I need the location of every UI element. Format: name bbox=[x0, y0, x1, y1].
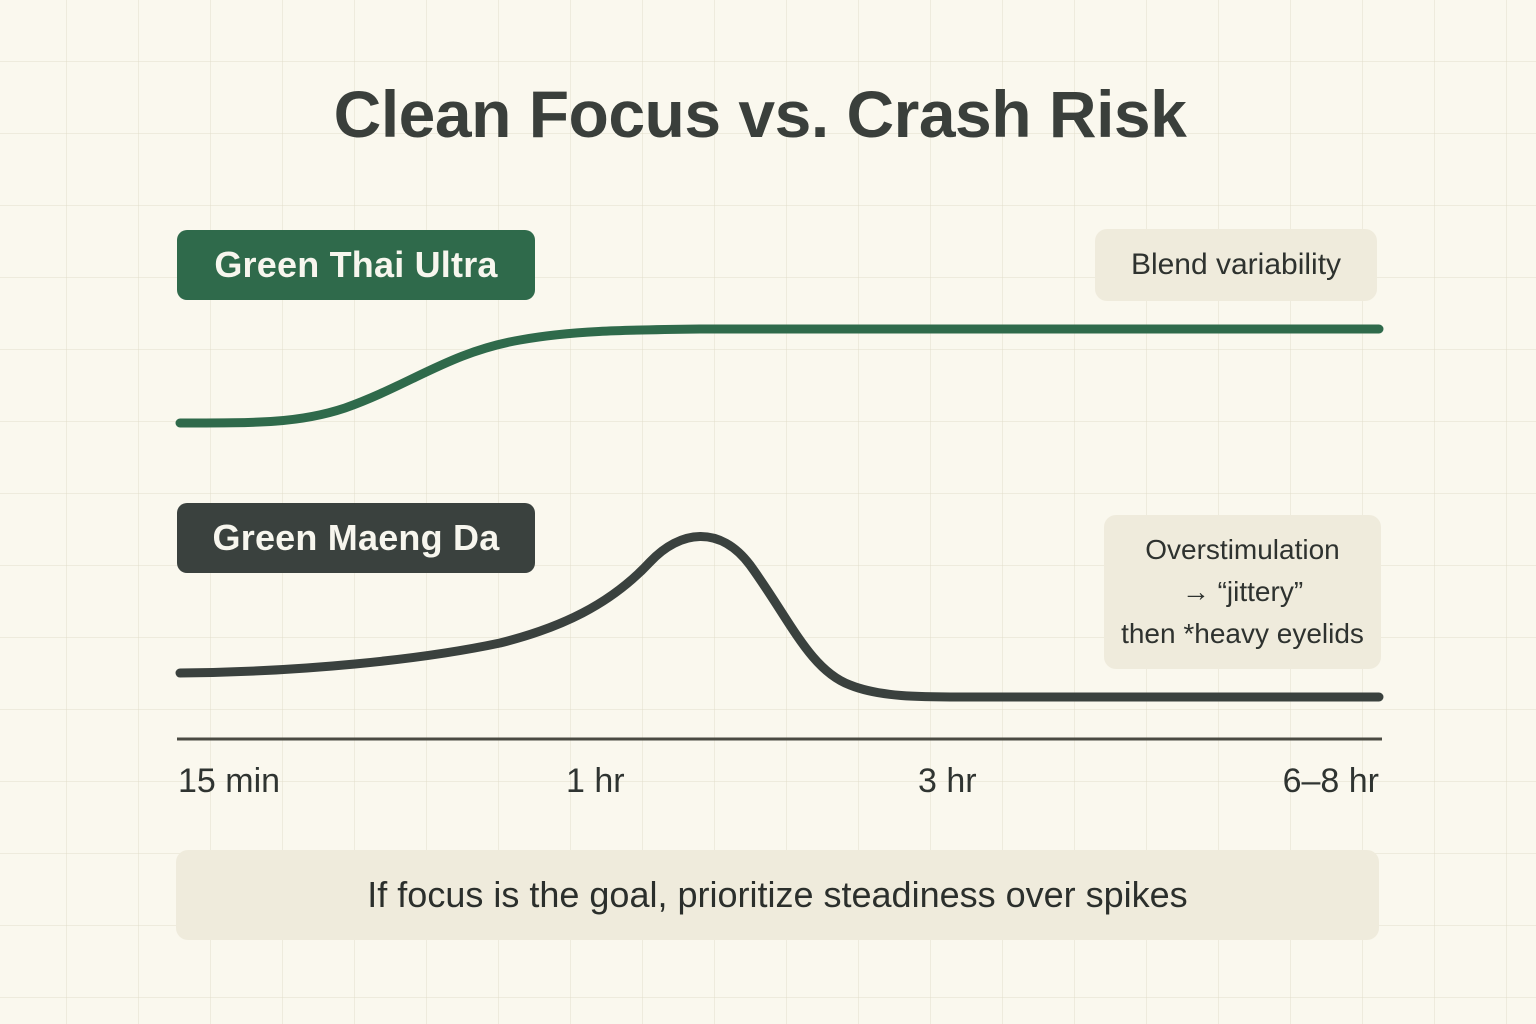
curve-green-maeng-da bbox=[175, 532, 1384, 702]
annotation-overstimulation-line-2: → “jittery” bbox=[1181, 576, 1304, 607]
x-tick-15-min: 15 min bbox=[178, 762, 281, 800]
annotation-overstimulation-line-3: then *heavy eyelids bbox=[1121, 618, 1364, 649]
series-label-green-maeng-da: Green Maeng Da bbox=[177, 503, 535, 573]
x-tick-6-8-hr: 6–8 hr bbox=[1282, 762, 1379, 800]
annotation-overstimulation: Overstimulation → “jittery” then *heavy … bbox=[1104, 515, 1381, 669]
x-tick-3-hr: 3 hr bbox=[918, 762, 977, 800]
x-tick-1-hr: 1 hr bbox=[566, 762, 625, 800]
series-label-green-thai-ultra: Green Thai Ultra bbox=[177, 230, 535, 300]
chart-title: Clean Focus vs. Crash Risk bbox=[333, 77, 1187, 151]
curve-green-thai-ultra bbox=[175, 324, 1384, 428]
annotation-blend-variability: Blend variability bbox=[1095, 229, 1377, 301]
annotation-overstimulation-line-1: Overstimulation bbox=[1145, 534, 1340, 565]
footer-takeaway: If focus is the goal, prioritize steadin… bbox=[176, 850, 1379, 940]
